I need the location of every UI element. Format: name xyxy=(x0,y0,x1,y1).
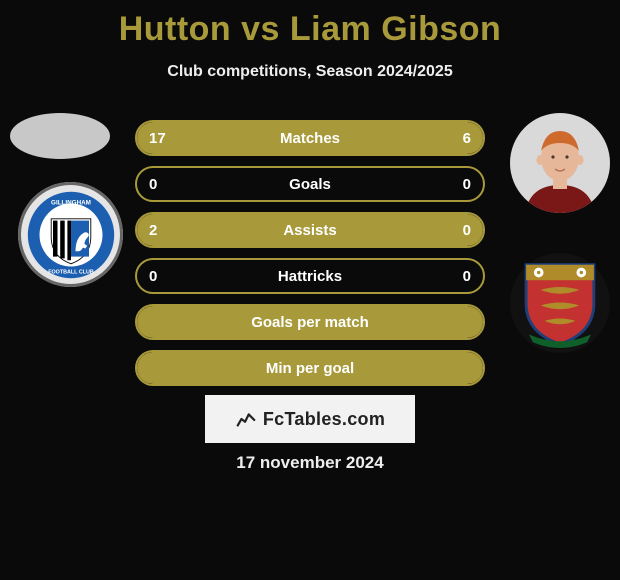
stats-container: 17 Matches 6 0 Goals 0 2 Assists 0 0 Hat… xyxy=(135,120,485,396)
stat-row-min-per-goal: Min per goal xyxy=(135,350,485,386)
stat-row-assists: 2 Assists 0 xyxy=(135,212,485,248)
player-right-avatar xyxy=(510,113,610,213)
stat-label: Assists xyxy=(137,214,483,246)
svg-text:FOOTBALL CLUB: FOOTBALL CLUB xyxy=(48,269,94,275)
club-right-crest-svg xyxy=(521,257,599,349)
page-subtitle: Club competitions, Season 2024/2025 xyxy=(0,63,620,81)
stat-right-value: 0 xyxy=(463,168,471,200)
footer-date: 17 november 2024 xyxy=(0,453,620,473)
player-right-avatar-svg xyxy=(510,113,610,213)
page-title: Hutton vs Liam Gibson xyxy=(0,0,620,49)
stat-row-hattricks: 0 Hattricks 0 xyxy=(135,258,485,294)
stat-row-matches: 17 Matches 6 xyxy=(135,120,485,156)
stat-label: Hattricks xyxy=(137,260,483,292)
club-right-crest xyxy=(510,253,610,353)
stat-right-value: 0 xyxy=(463,214,471,246)
player-left-avatar xyxy=(10,113,110,159)
stat-row-goals-per-match: Goals per match xyxy=(135,304,485,340)
stat-label: Min per goal xyxy=(137,352,483,384)
stat-label: Matches xyxy=(137,122,483,154)
club-left-crest: GILLINGHAM FOOTBALL CLUB xyxy=(18,182,123,287)
stat-row-goals: 0 Goals 0 xyxy=(135,166,485,202)
stat-right-value: 6 xyxy=(463,122,471,154)
fctables-logo-icon xyxy=(235,408,257,430)
svg-text:GILLINGHAM: GILLINGHAM xyxy=(51,199,91,206)
club-left-crest-svg: GILLINGHAM FOOTBALL CLUB xyxy=(26,190,116,280)
stat-right-value: 0 xyxy=(463,260,471,292)
footer-brand-box: FcTables.com xyxy=(205,395,415,443)
stat-label: Goals per match xyxy=(137,306,483,338)
stat-label: Goals xyxy=(137,168,483,200)
footer-brand-text: FcTables.com xyxy=(263,409,385,430)
